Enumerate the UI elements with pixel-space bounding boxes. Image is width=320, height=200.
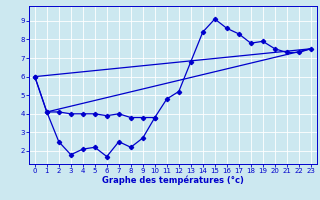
X-axis label: Graphe des températures (°c): Graphe des températures (°c) [102, 176, 244, 185]
